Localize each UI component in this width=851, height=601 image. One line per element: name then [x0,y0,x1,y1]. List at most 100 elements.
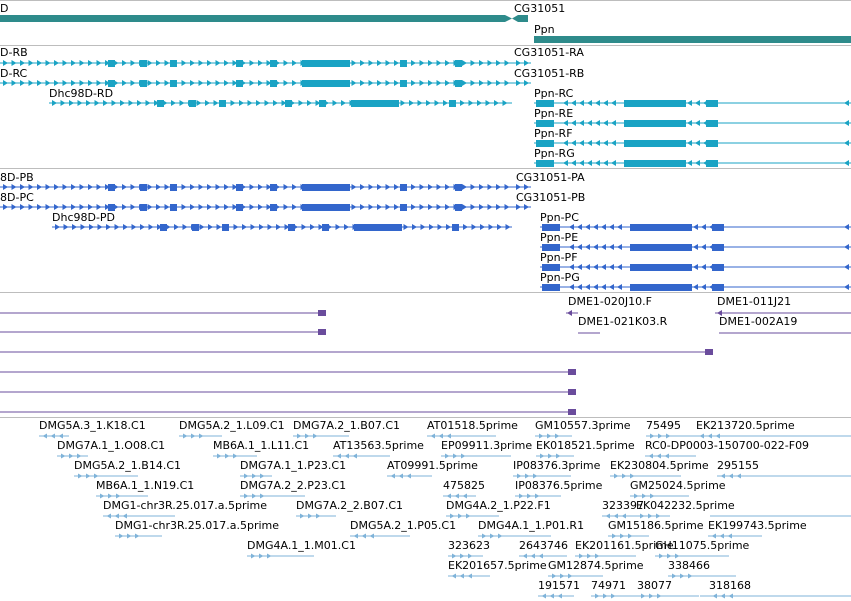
feature-label[interactable]: GM25024.5prime [630,479,726,492]
feature-label[interactable]: IP08376.5prime [515,479,603,492]
exon-block [542,264,560,271]
feature-label[interactable]: EK199743.5prime [708,519,807,532]
feature-label[interactable]: MB6A.1_1.N19.C1 [96,479,195,492]
feature-label[interactable]: MB6A.1_1.L11.C1 [213,439,310,452]
feature-label[interactable]: Ppn-PC [540,211,579,224]
feature-label[interactable]: Dhc98D-RD [49,87,114,100]
feature-label[interactable]: Ppn-RE [534,107,574,120]
strand-arrow [127,533,132,539]
feature-label[interactable]: DMG7A.1_1.O08.C1 [57,439,166,452]
feature-label[interactable]: RC0-DP0003-150700-022-F09 [645,439,810,452]
strand-arrow [736,473,741,479]
feature-label[interactable]: GM12874.5prime [548,559,644,572]
feature-label[interactable]: 338466 [668,559,710,572]
strand-arrow [593,244,598,250]
feature-label[interactable]: EK201161.5prime [575,539,674,552]
feature-label[interactable]: DMG5A.3_1.K18.C1 [39,419,146,432]
feature-label[interactable]: Ppn-PF [540,251,578,264]
strand-arrow [258,204,263,210]
strand-arrow [611,120,616,126]
gene-bar-end [505,15,512,22]
feature-label[interactable]: DMG5A.2_1.B14.C1 [74,459,182,472]
feature-label[interactable]: EK201657.5prime [448,559,547,572]
strand-arrow [244,493,249,499]
strand-arrow [642,493,647,499]
feature-label[interactable]: DMG5A.2_1.L09.C1 [179,419,285,432]
feature-label[interactable]: EK018521.5prime [536,439,635,452]
strand-arrow [411,184,416,190]
clone-end [568,409,576,415]
feature-label[interactable]: CG31051 [514,2,566,15]
feature-label[interactable]: 38077 [637,579,672,592]
feature-label[interactable]: Ppn-PE [540,231,579,244]
feature-label[interactable]: Ppn-RG [534,147,575,160]
feature-label[interactable]: DMG1-chr3R.25.017.a.5prime [115,519,280,532]
feature-label[interactable]: EK213720.5prime [696,419,795,432]
feature-label[interactable]: 318168 [709,579,751,592]
feature-label[interactable]: IP08376.3prime [513,459,601,472]
strand-arrow [648,513,653,519]
feature-label[interactable]: 75495 [646,419,681,432]
feature-label[interactable]: DMG4A.1_1.M01.C1 [247,539,356,552]
feature-label[interactable]: DME1-020J10.F [568,295,652,308]
feature-label[interactable]: 323623 [448,539,490,552]
feature-label[interactable]: Ppn-RF [534,127,573,140]
strand-arrow [498,533,503,539]
feature-label[interactable]: DMG1-chr3R.25.017.a.5prime [103,499,268,512]
strand-arrow [516,60,521,66]
feature-label[interactable]: DMG4A.1_1.P01.R1 [478,519,585,532]
feature-label[interactable]: DMG7A.2_2.P23.C1 [240,479,347,492]
feature-label[interactable]: AT09991.5prime [387,459,478,472]
feature-label[interactable]: DME1-002A19 [719,315,798,328]
strand-arrow [445,80,450,86]
strand-arrow [266,80,272,86]
feature-label[interactable]: EP09911.3prime [441,439,533,452]
strand-arrow [487,204,493,210]
feature-label[interactable]: EK042232.5prime [636,499,735,512]
feature-label[interactable]: D-RB [0,46,28,59]
strand-arrow [297,433,302,439]
feature-label[interactable]: D [0,2,9,15]
exon-block [706,120,718,127]
strand-arrow [479,80,484,86]
feature-label[interactable]: Dhc98D-PD [52,211,116,224]
strand-arrow [336,453,341,459]
feature-label[interactable]: Ppn [534,23,555,36]
feature-label[interactable]: GM10557.3prime [535,419,631,432]
feature-label[interactable]: AT01518.5prime [427,419,518,432]
strand-arrow [147,184,153,190]
feature-label[interactable]: DME1-011J21 [717,295,792,308]
feature-label[interactable]: GH11075.5prime [655,539,750,552]
feature-label[interactable]: 295155 [717,459,759,472]
feature-label[interactable]: DMG7A.2_1.B07.C1 [293,419,401,432]
strand-arrow [569,284,574,290]
feature-label[interactable]: 191571 [538,579,580,592]
feature-label[interactable]: DMG7A.1_1.P23.C1 [240,459,347,472]
strand-arrow [37,60,42,66]
feature-label[interactable]: DMG4A.2_1.P22.F1 [446,499,551,512]
feature-label[interactable]: CG31051-PB [516,191,586,204]
feature-label[interactable]: AT13563.5prime [333,439,424,452]
feature-label[interactable]: DMG7A.2_2.B07.C1 [296,499,404,512]
feature-label[interactable]: GM15186.5prime [608,519,704,532]
feature-label[interactable]: DME1-021K03.R [578,315,668,328]
feature-label[interactable]: CG31051-PA [516,171,585,184]
feature-label[interactable]: CG31051-RA [514,46,584,59]
strand-arrow [412,224,417,230]
strand-arrow [368,60,374,66]
feature-label[interactable]: Ppn-PG [540,271,580,284]
feature-label[interactable]: 323397 [602,499,644,512]
feature-label[interactable]: 475825 [443,479,485,492]
feature-label[interactable]: DMG5A.2_1.P05.C1 [350,519,457,532]
feature-label[interactable]: D-RC [0,67,28,80]
strand-arrow [244,473,249,479]
feature-label[interactable]: 8D-PB [0,171,34,184]
feature-label[interactable]: 2643746 [519,539,568,552]
feature-label[interactable]: EK230804.5prime [610,459,709,472]
feature-label[interactable]: Ppn-RC [534,87,574,100]
strand-arrow [429,224,434,230]
feature-label[interactable]: 74971 [591,579,626,592]
feature-label[interactable]: CG31051-RB [514,67,585,80]
feature-label[interactable]: 8D-PC [0,191,34,204]
